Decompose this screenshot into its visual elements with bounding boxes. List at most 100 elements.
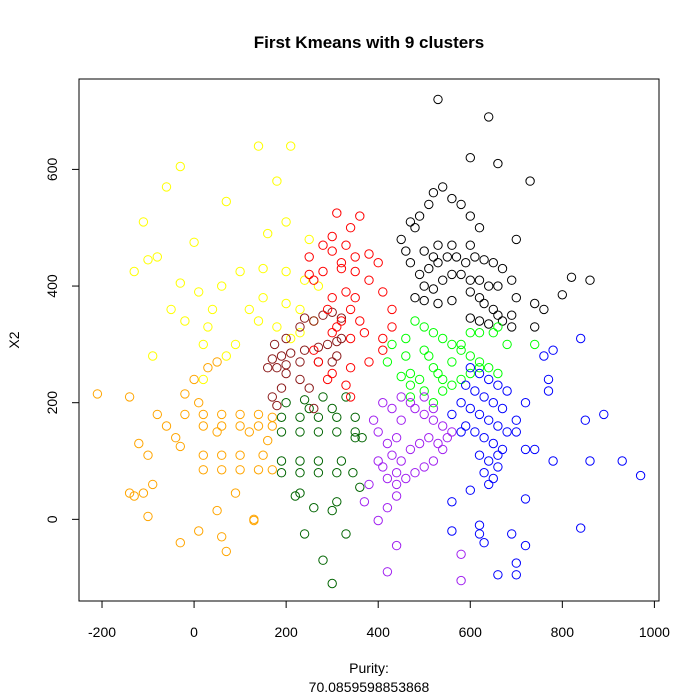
data-point [161,421,172,431]
data-point [345,392,356,402]
data-point [180,316,190,326]
data-point [336,456,347,466]
data-point [405,398,416,408]
data-point [230,488,241,498]
data-point [405,392,416,402]
data-point [456,339,466,350]
data-point [299,529,310,539]
data-point [357,433,367,443]
data-point [253,409,264,420]
x-tick-label: 600 [459,624,483,640]
data-point [424,199,434,210]
data-point [332,322,342,332]
data-point [438,275,448,285]
data-point [474,520,485,530]
data-point [401,333,411,344]
data-point [488,438,498,449]
data-point [341,380,351,390]
data-point [484,415,494,425]
data-point [267,412,277,422]
data-point [327,357,337,367]
data-point [557,290,567,300]
data-point [479,255,489,265]
data-point [410,468,420,478]
data-point [447,240,457,250]
data-point [295,357,305,367]
data-point [396,415,406,425]
data-point [465,240,475,250]
data-point [438,333,448,344]
data-point [511,570,521,580]
data-point [488,398,498,408]
data-point [465,275,475,285]
data-point [253,141,264,151]
x-tick-label: 800 [551,624,575,640]
data-point [387,339,397,350]
data-point [539,304,549,315]
data-point [230,339,241,350]
data-point [493,450,503,460]
data-point [304,403,314,414]
y-tick-label: 400 [44,274,60,298]
data-point [566,272,577,282]
data-point [332,336,342,347]
data-point [332,208,342,218]
data-point [217,465,227,475]
data-point [507,529,517,539]
data-point [286,333,296,344]
data-point [198,374,209,385]
data-point [263,363,273,373]
data-point [428,415,439,425]
data-point [405,217,416,227]
data-point [511,427,521,437]
data-point [299,345,310,355]
data-point [456,199,466,210]
data-point [461,380,471,390]
data-point [295,412,305,422]
data-point [451,252,462,262]
data-point [387,304,397,315]
data-point [461,421,471,431]
data-point [269,339,280,350]
data-point [520,540,531,551]
data-point [198,465,209,475]
data-point [414,269,425,280]
data-point [318,266,328,277]
data-point [295,488,305,498]
data-point [428,188,439,198]
data-point [520,444,531,455]
data-point [175,441,186,452]
data-point [313,468,324,478]
data-point [244,427,255,437]
data-point [493,281,503,291]
data-point [350,293,360,303]
data-point [309,403,319,414]
data-point [161,182,172,192]
data-point [304,234,314,245]
data-point [304,269,314,280]
data-point [428,284,439,294]
data-point [272,400,282,411]
data-point [253,465,264,475]
data-point [327,231,337,242]
data-point [410,293,420,303]
data-point [295,427,305,437]
data-point [313,357,324,367]
data-point [465,313,475,323]
data-point [428,252,439,262]
data-point [281,333,291,344]
data-point [447,339,457,350]
data-point [373,427,383,437]
data-point [194,526,204,536]
data-point [576,333,586,344]
data-point [235,465,245,475]
data-point [617,456,627,466]
data-point [332,427,342,437]
data-point [456,345,466,355]
data-point [438,444,448,455]
data-point [474,368,485,379]
data-point [327,307,337,317]
data-point [124,392,135,402]
data-point [401,473,411,484]
data-point [474,275,485,285]
